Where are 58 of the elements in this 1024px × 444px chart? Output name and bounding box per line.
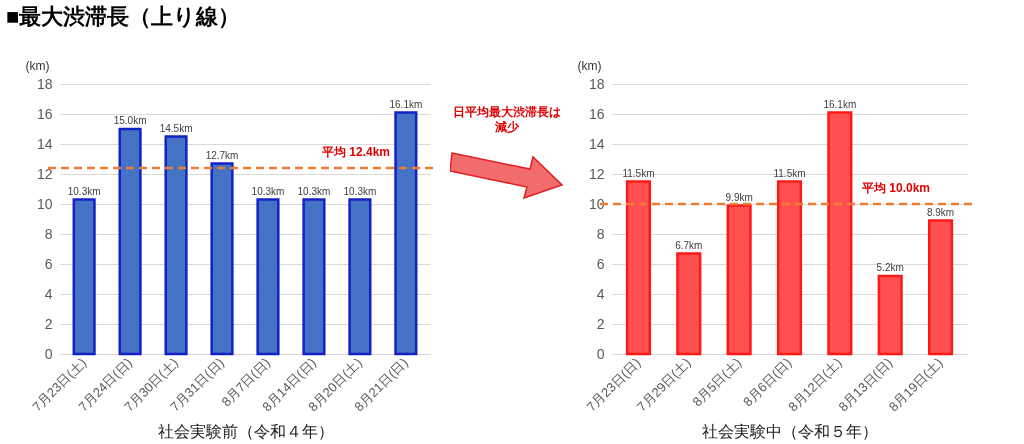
y-tick-label: 12 — [588, 165, 605, 182]
bar — [877, 274, 903, 356]
y-tick-label: 14 — [588, 135, 605, 152]
data-label: 6.7km — [675, 239, 703, 251]
bar — [164, 135, 188, 356]
y-tick-label: 16 — [36, 105, 53, 122]
data-label: 16.1km — [823, 98, 857, 110]
y-tick-label: 4 — [596, 285, 605, 302]
bar — [927, 219, 954, 356]
data-label: 5.2km — [876, 262, 904, 273]
y-tick-label: 8 — [596, 225, 605, 242]
x-axis-title: 社会実験中（令和５年） — [702, 423, 878, 441]
bar — [348, 198, 372, 356]
y-tick-label: 6 — [596, 255, 605, 272]
data-label: 10.3km — [67, 185, 101, 197]
bar — [302, 198, 326, 356]
bar — [776, 180, 803, 356]
ref-line-label: 平均 12.4km — [320, 145, 391, 159]
y-tick-label: 10 — [588, 195, 605, 212]
bar — [72, 198, 96, 356]
y-tick-label: 0 — [44, 345, 53, 362]
y-tick-label: 14 — [36, 135, 53, 152]
bar — [210, 162, 234, 356]
data-label: 10.3km — [297, 185, 331, 197]
y-tick-label: 2 — [596, 315, 605, 332]
bar — [827, 111, 853, 356]
data-label: 10.3km — [251, 185, 285, 197]
bar — [256, 198, 280, 356]
y-tick-label: 10 — [36, 195, 53, 212]
data-label: 11.5km — [622, 167, 655, 179]
data-label: 10.3km — [343, 185, 377, 197]
chart-title: ■最大渋滞長（上り線） — [6, 3, 241, 31]
y-tick-label: 16 — [588, 105, 605, 122]
bar — [726, 204, 752, 356]
y-tick-label: 18 — [36, 75, 53, 92]
y-tick-label: 6 — [44, 255, 53, 272]
y-tick-label: 2 — [44, 315, 53, 332]
data-label: 11.5km — [773, 167, 806, 179]
y-tick-label: 0 — [596, 345, 605, 362]
y-tick-label: 12 — [36, 165, 53, 182]
data-label: 14.5km — [159, 122, 193, 134]
y-tick-label: 8 — [44, 225, 53, 242]
data-label: 12.7km — [205, 149, 239, 161]
bar — [676, 252, 702, 356]
y-tick-label: 18 — [588, 75, 605, 92]
data-label: 16.1km — [389, 98, 423, 110]
ref-line-label: 平均 10.0km — [860, 181, 931, 195]
y-tick-label: 4 — [44, 285, 53, 302]
bar — [118, 127, 142, 356]
y-axis-title: (km) — [577, 58, 602, 73]
data-label: 15.0km — [113, 115, 147, 126]
data-label: 8.9km — [926, 206, 955, 218]
bar — [394, 111, 418, 356]
y-axis-title: (km) — [25, 58, 50, 73]
data-label: 9.9km — [725, 191, 753, 203]
bar — [625, 180, 652, 356]
text: 日平均最大渋滞長は減少 — [452, 105, 562, 135]
x-axis-title: 社会実験前（令和４年） — [157, 423, 334, 441]
